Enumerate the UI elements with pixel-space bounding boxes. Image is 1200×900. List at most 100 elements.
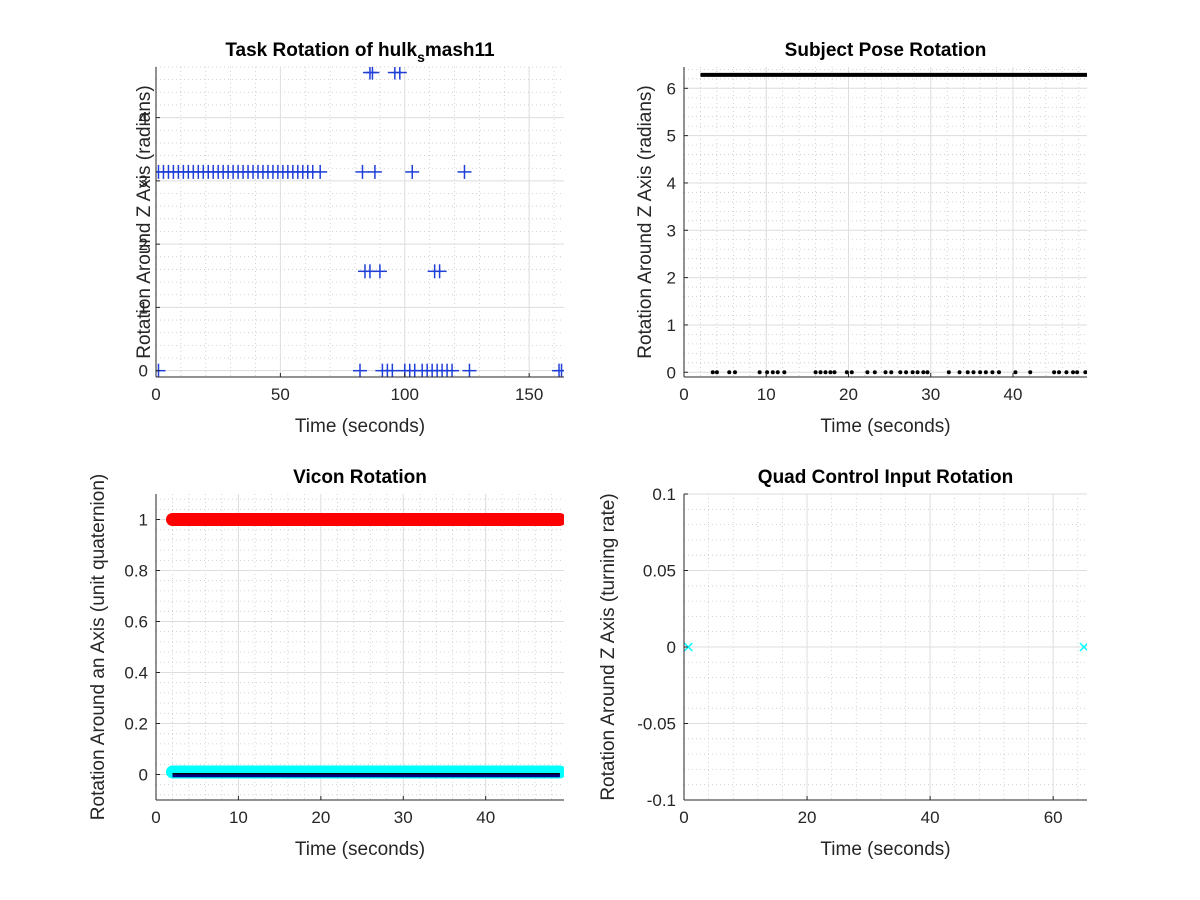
x-tick-label: 50 (271, 385, 290, 404)
data-point-plus (405, 165, 419, 179)
data-point-dot (978, 370, 982, 374)
data-point-plus (365, 66, 379, 80)
x-tick-label: 40 (476, 808, 495, 827)
data-point-dot (782, 370, 786, 374)
y-tick-label: -0.05 (637, 715, 676, 734)
y-tick-label: -0.1 (647, 791, 676, 810)
data-point-dot (873, 370, 877, 374)
y-tick-label: 4 (667, 174, 676, 193)
x-tick-label: 20 (839, 385, 858, 404)
y-tick-label: 0 (667, 363, 676, 382)
x-tick-label: 40 (1004, 385, 1023, 404)
y-tick-label: 0 (139, 766, 148, 785)
data-point-dot (850, 370, 854, 374)
y-tick-label: 3 (667, 221, 676, 240)
data-point-dot (715, 370, 719, 374)
quad-control-y-label: Rotation Around Z Axis (turning rate) (598, 493, 619, 800)
vicon-rotation-panel: 0 10 20 30 40 0 0.2 0.4 0.6 0.8 1 Vicon Rotation Tim… (88, 467, 564, 860)
data-point-dot (758, 370, 762, 374)
data-point-dot (911, 370, 915, 374)
task-rotation-title: Task Rotation of hulksmash11 (225, 40, 495, 65)
y-tick-label: 2 (667, 269, 676, 288)
data-point-dot (776, 370, 780, 374)
x-tick-label: 40 (921, 808, 940, 827)
data-point-dot (727, 370, 731, 374)
quad-control-grid (684, 494, 1087, 800)
data-point-dot (1071, 370, 1075, 374)
x-tick-label: 0 (679, 808, 688, 827)
subject-pose-panel: 0 10 20 30 40 0 1 2 3 4 5 6 Subject Pose Rotation Tim… (635, 40, 1087, 437)
vicon-rotation-x-label: Time (seconds) (295, 839, 425, 860)
subject-pose-grid (684, 67, 1087, 377)
data-point-dot (1075, 370, 1079, 374)
data-point-dot (921, 370, 925, 374)
data-point-dot (1057, 370, 1061, 374)
subject-pose-x-label: Time (seconds) (820, 416, 950, 437)
data-point-dot (925, 370, 929, 374)
y-tick-label: 1 (139, 511, 148, 530)
data-point-dot (889, 370, 893, 374)
data-point-dot (1052, 370, 1056, 374)
data-point-dot (1028, 370, 1032, 374)
vicon-rotation-y-label: Rotation Around an Axis (unit quaternion… (88, 474, 109, 820)
y-tick-label: 0 (667, 638, 676, 657)
data-point-dot (828, 370, 832, 374)
task-rotation-data (151, 66, 568, 378)
vicon-rotation-title: Vicon Rotation (293, 467, 427, 488)
data-point-dot (884, 370, 888, 374)
x-tick-label: 0 (151, 385, 160, 404)
task-rotation-panel: 0 50 100 150 0 1 2 3 4 Task Rotation of hulksmash… (134, 40, 569, 437)
x-tick-label: 60 (1044, 808, 1063, 827)
data-point-dot (765, 370, 769, 374)
y-tick-label: 0 (139, 362, 148, 381)
data-point-dot (958, 370, 962, 374)
vicon-rotation-grid (156, 494, 564, 800)
data-point-dot (711, 370, 715, 374)
quad-control-panel: 0 20 40 60 -0.1 -0.05 0 0.05 0.1 Quad Control Inp… (598, 467, 1088, 860)
data-point-plus (457, 165, 471, 179)
data-point-plus (555, 364, 569, 378)
data-point-dot (1064, 370, 1068, 374)
data-point-dot (823, 370, 827, 374)
task-rotation-x-label: Time (seconds) (295, 416, 425, 437)
data-point-dot (771, 370, 775, 374)
x-tick-label: 10 (757, 385, 776, 404)
quad-control-x-label: Time (seconds) (820, 839, 950, 860)
data-point-dot (865, 370, 869, 374)
x-tick-label: 20 (311, 808, 330, 827)
data-point-dot (904, 370, 908, 374)
vicon-rotation-data (172, 520, 559, 776)
data-point-dot (966, 370, 970, 374)
data-point-dot (990, 370, 994, 374)
data-point-dot (819, 370, 823, 374)
data-point-dot (1013, 370, 1017, 374)
x-tick-label: 0 (151, 808, 160, 827)
data-point-plus (313, 165, 327, 179)
data-point-dot (916, 370, 920, 374)
y-tick-label: 0.05 (643, 562, 676, 581)
subject-pose-title: Subject Pose Rotation (785, 40, 987, 61)
data-point-plus (355, 165, 369, 179)
y-tick-label: 0.4 (124, 664, 148, 683)
y-tick-label: 6 (667, 79, 676, 98)
x-tick-label: 0 (679, 385, 688, 404)
task-rotation-y-label: Rotation Around Z Axis (radians) (134, 85, 155, 359)
x-tick-label: 20 (798, 808, 817, 827)
data-point-dot (1083, 370, 1087, 374)
data-point-dot (733, 370, 737, 374)
y-tick-label: 0.8 (124, 562, 148, 581)
x-tick-label: 10 (229, 808, 248, 827)
data-point-plus (462, 364, 476, 378)
data-point-dot (972, 370, 976, 374)
data-point-dot (898, 370, 902, 374)
task-rotation-grid (156, 67, 564, 377)
x-tick-label: 150 (515, 385, 543, 404)
y-tick-label: 0.6 (124, 613, 148, 632)
x-tick-label: 30 (394, 808, 413, 827)
x-tick-label: 100 (391, 385, 419, 404)
y-tick-label: 5 (667, 127, 676, 146)
data-point-dot (984, 370, 988, 374)
y-tick-label: 0.1 (652, 485, 676, 504)
x-tick-label: 30 (921, 385, 940, 404)
